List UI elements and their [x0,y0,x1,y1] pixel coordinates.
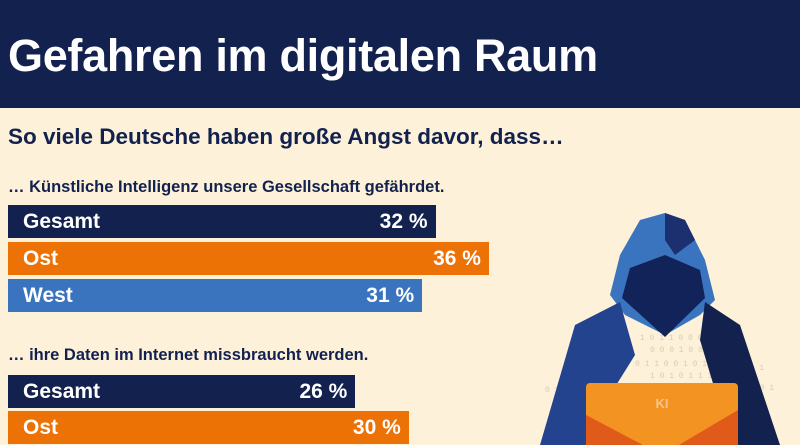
bar-value: 31 % [366,284,415,307]
bar-ost: Ost 30 % [8,411,409,444]
svg-text:1 0 1 0 1 1 1 0: 1 0 1 0 1 1 1 0 [650,372,722,381]
face-shadow [622,255,705,337]
bar-value: 32 % [379,210,428,233]
svg-text:1 0 1: 1 0 1 [750,384,774,393]
svg-text:1 0 1 1 0 0 0: 1 0 1 1 0 0 0 [640,334,703,343]
header: Gefahren im digitalen Raum [0,0,800,108]
hacker-illustration: 1 0 1 1 0 0 0 0 0 0 1 0 0 0 0 1 1 0 0 1 0… [540,213,780,445]
bar-value: 26 % [299,380,348,403]
bar-gesamt: Gesamt 32 % [8,205,436,238]
laptop [586,383,738,445]
subtitle: So viele Deutsche haben große Angst davo… [8,124,564,149]
bar-value: 30 % [352,416,401,439]
bar-label: Ost [23,416,59,439]
bar-label: Gesamt [23,210,101,233]
laptop-label: KI [656,396,669,411]
body-left [540,302,635,445]
page-title: Gefahren im digitalen Raum [8,30,598,81]
bar-label: Gesamt [23,380,101,403]
bar-value: 36 % [433,247,481,270]
bar-west: West 31 % [8,279,423,312]
bar-label: Ost [23,247,59,270]
svg-text:0 1 1 0 0 1 0 1 1: 0 1 1 0 0 1 0 1 1 [635,360,717,369]
bar-label: West [23,284,73,307]
bar-gesamt: Gesamt 26 % [8,375,356,408]
svg-text:0 0 0 1 0 0 0: 0 0 0 1 0 0 0 [650,346,713,355]
question-1: … Künstliche Intelligenz unsere Gesellsc… [8,178,445,196]
question-2: … ihre Daten im Internet missbraucht wer… [8,346,369,364]
bar-ost: Ost 36 % [8,242,489,275]
